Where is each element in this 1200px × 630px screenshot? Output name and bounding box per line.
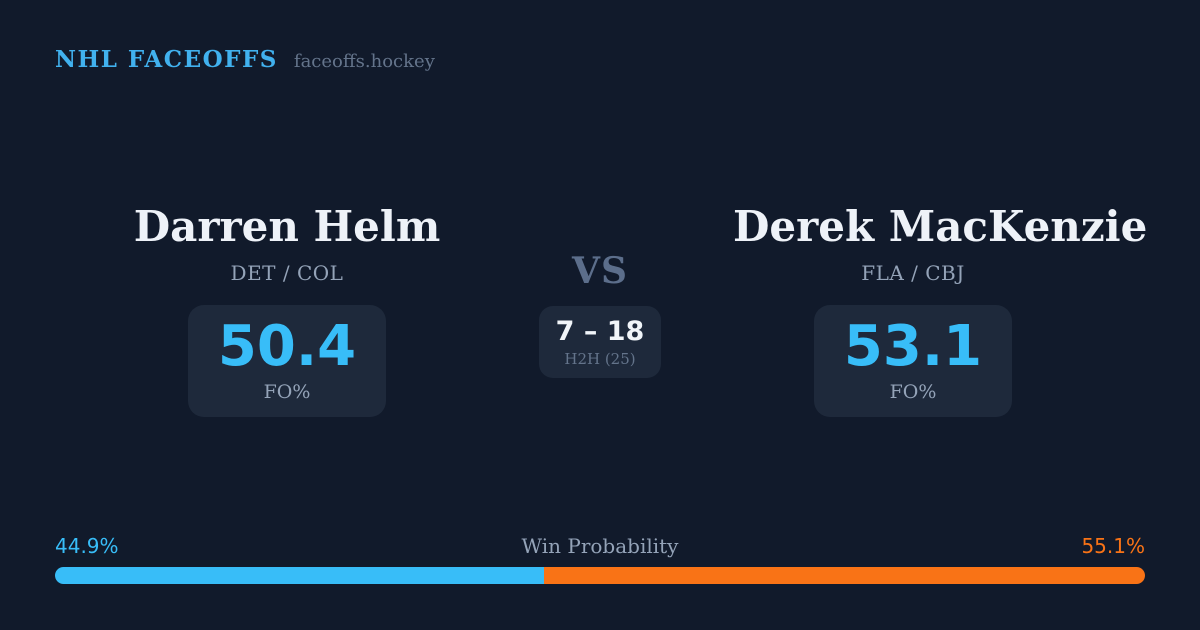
player-right-stat-label: FO% <box>889 380 937 403</box>
header: NHL FACEOFFS faceoffs.hockey <box>55 46 435 73</box>
site-domain: faceoffs.hockey <box>293 51 435 72</box>
player-right-stat-box: 53.1 FO% <box>813 305 1013 417</box>
win-probability-bar <box>55 567 1145 584</box>
win-probability-section: 44.9% Win Probability 55.1% <box>55 534 1145 584</box>
win-probability-title: Win Probability <box>521 534 679 558</box>
player-left-stat-box: 50.4 FO% <box>187 305 387 417</box>
player-right-fo-pct: 53.1 <box>843 314 983 380</box>
player-right-column: Derek MacKenzie FLA / CBJ 53.1 FO% <box>733 202 1148 417</box>
player-left-column: Darren Helm DET / COL 50.4 FO% <box>107 202 467 417</box>
win-probability-right-pct: 55.1% <box>1081 534 1145 558</box>
vs-label: VS <box>572 250 628 292</box>
h2h-score: 7 – 18 <box>555 316 645 348</box>
player-left-teams: DET / COL <box>230 261 344 286</box>
player-left-stat-label: FO% <box>263 380 311 403</box>
win-probability-left-pct: 44.9% <box>55 534 119 558</box>
player-left-fo-pct: 50.4 <box>217 314 357 380</box>
player-left-name: Darren Helm <box>133 202 441 251</box>
win-bar-right <box>544 567 1145 584</box>
versus-column: VS 7 – 18 H2H (25) <box>500 205 700 379</box>
win-bar-left <box>55 567 545 584</box>
player-right-teams: FLA / CBJ <box>861 261 965 286</box>
brand-title: NHL FACEOFFS <box>55 46 278 73</box>
h2h-box: 7 – 18 H2H (25) <box>538 306 662 379</box>
win-probability-labels: 44.9% Win Probability 55.1% <box>55 534 1145 559</box>
h2h-label: H2H (25) <box>564 350 636 369</box>
player-right-name: Derek MacKenzie <box>733 202 1148 251</box>
